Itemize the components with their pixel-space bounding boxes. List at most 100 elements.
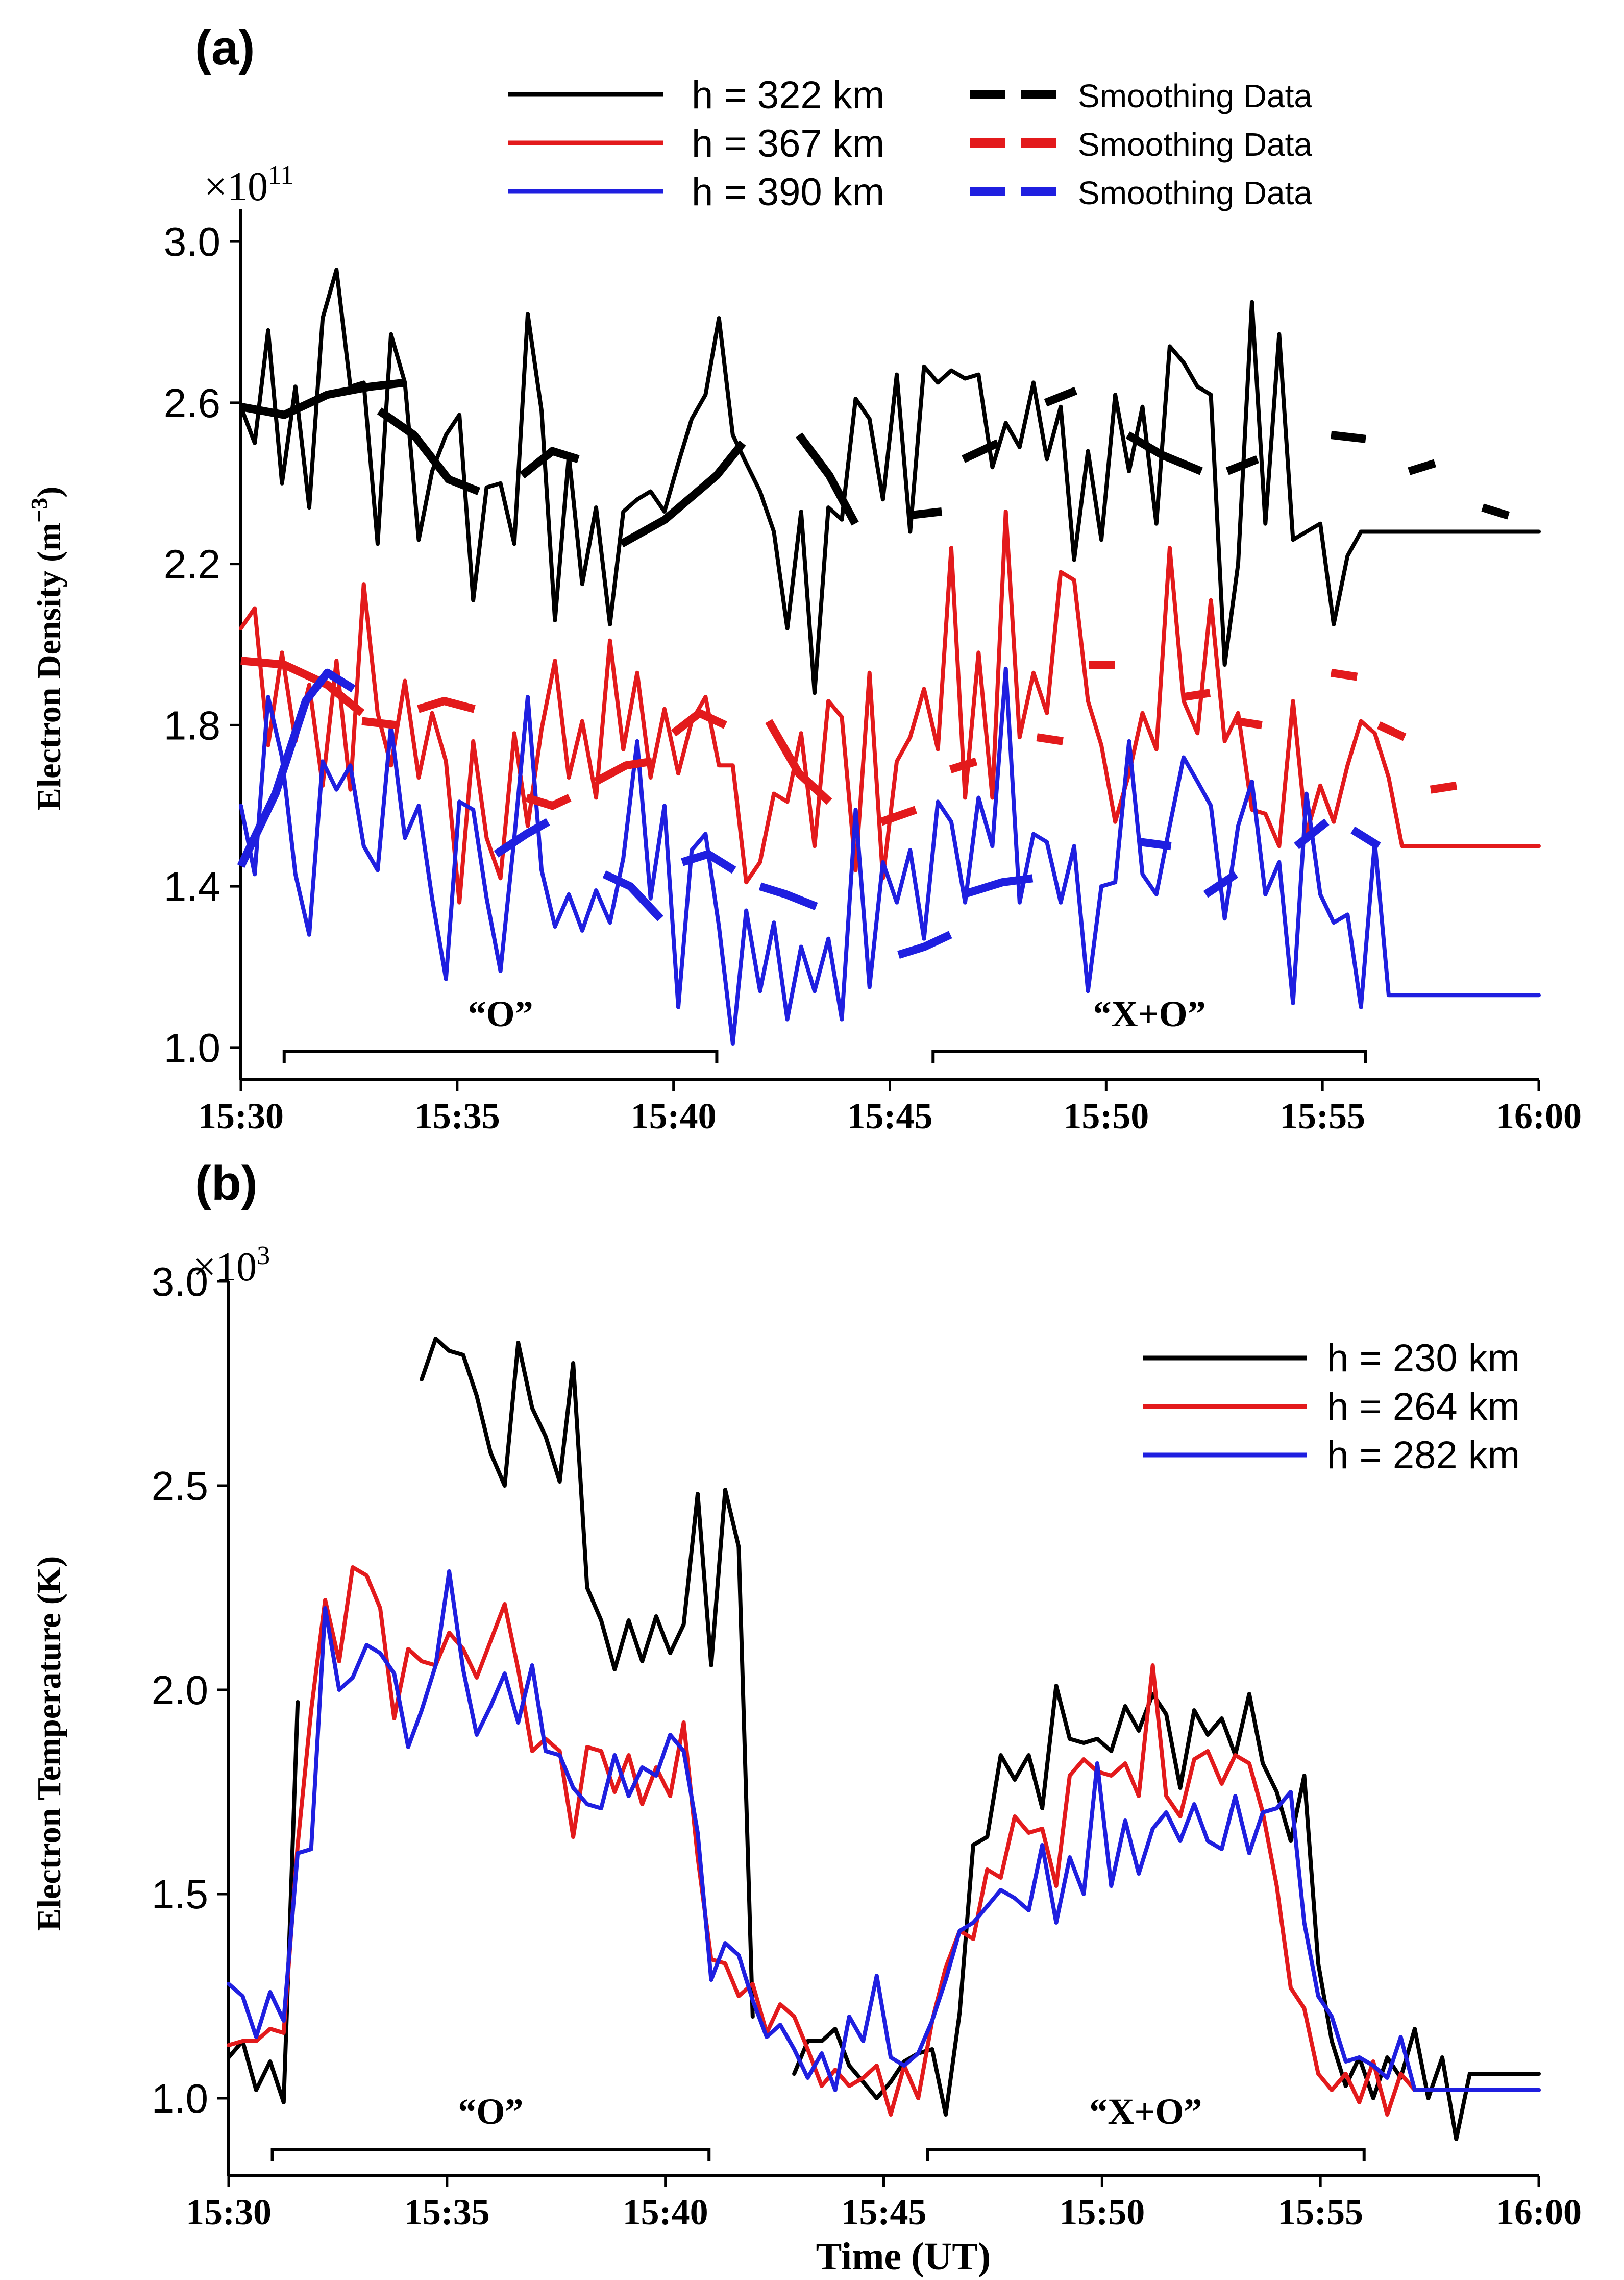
smoothing-segment-smoothing-data-367-km-14	[1377, 721, 1407, 741]
series-line-h-282-km	[227, 1569, 1541, 2092]
x-tick-label-b: 15:50	[1059, 2192, 1145, 2233]
panel-a-label: (a)	[195, 20, 255, 75]
smoothing-segment-smoothing-data-367-km-13	[1330, 668, 1358, 681]
smoothing-segment-smoothing-data-367-km-3	[525, 793, 572, 810]
smoothing-segment-smoothing-data-367-km-12	[1235, 717, 1263, 730]
x-axis-label: Time (UT)	[816, 2235, 991, 2278]
series-line-h-390-km	[239, 666, 1541, 1046]
legend-label-264: h = 264 km	[1327, 1385, 1520, 1428]
legend-label-322: h = 322 km	[692, 74, 884, 117]
y-tick-label-b: 2.5	[152, 1463, 208, 1509]
y-axis-label-b: Electron Temperature (K)	[31, 1556, 68, 1931]
panel-b-chart: (b) Electron Temperature (K) ×103 h = 23…	[31, 1156, 1582, 2233]
smoothing-segment-smoothing-data-367-km-11	[1183, 689, 1211, 701]
x-tick-label-b: 15:35	[404, 2192, 490, 2233]
legend-label-367: h = 367 km	[692, 122, 884, 165]
axes-b: 1.0 1.5 2.0 2.5 3.0 15:30 15:35 15:40 15:45 15:50…	[152, 1259, 1582, 2233]
panel-a-chart: (a) Electron Density (m−3) ×1011 h = 322…	[26, 20, 1582, 1136]
legend-label-230: h = 230 km	[1327, 1337, 1520, 1380]
smoothing-segment-smoothing-data-390-km-7	[1140, 838, 1172, 851]
smoothing-segment-smoothing-data-322-km-1	[377, 407, 481, 495]
x-tick-label-a: 15:50	[1063, 1096, 1149, 1136]
x-tick-label-a: 15:55	[1279, 1096, 1365, 1136]
smoothing-segment-smoothing-data-367-km-9	[1036, 733, 1064, 745]
x-tick-label-b: 15:30	[186, 2192, 272, 2233]
smoothing-segment-smoothing-data-367-km-6	[765, 719, 832, 805]
x-tick-label-a: 15:35	[414, 1096, 500, 1136]
annotation-bracket-a-0	[282, 1050, 719, 1063]
x-tick-label-a: 15:40	[631, 1096, 717, 1136]
smoothing-segment-smoothing-data-390-km-6	[962, 874, 1034, 899]
series-line-h-230-km-1	[420, 1337, 755, 2019]
annotation-bracket-b-1	[926, 2148, 1366, 2161]
y-tick-label-b: 2.0	[152, 1667, 208, 1713]
annotation-bracket-a-1	[931, 1050, 1367, 1063]
x-tick-label-b: 15:45	[841, 2192, 927, 2233]
smoothing-segment-smoothing-data-322-km-2	[520, 447, 580, 479]
y-tick-label-a: 1.4	[164, 864, 220, 909]
smoothing-segment-smoothing-data-322-km-4	[796, 432, 859, 526]
smoothing-segment-smoothing-data-390-km-1	[494, 818, 550, 858]
smoothing-segment-smoothing-data-367-km-15	[1430, 781, 1458, 794]
smoothing-segment-smoothing-data-322-km-10	[1331, 431, 1366, 443]
y-tick-label-b: 1.5	[152, 1872, 208, 1917]
series-line-h-322-km	[239, 268, 1541, 695]
smoothing-segment-smoothing-data-367-km-7	[879, 806, 918, 826]
smoothing-segment-smoothing-data-390-km-5	[897, 931, 952, 959]
series-b	[227, 1337, 1541, 2141]
annotation-label-b-1: “X+O”	[1089, 2091, 1202, 2132]
smoothing-segment-smoothing-data-367-km-0	[240, 657, 365, 716]
axes-a: 1.0 1.4 1.8 2.2 2.6 3.0 15:30 15:35 15:40 15:45 15…	[164, 209, 1582, 1136]
smoothing-segment-smoothing-data-367-km-2	[417, 697, 476, 713]
y-tick-label-a: 1.8	[164, 702, 220, 748]
x-tick-label-b: 16:00	[1496, 2192, 1582, 2233]
y-tick-label-a: 1.0	[164, 1025, 220, 1071]
legend-smoothing-322: Smoothing Data	[1078, 78, 1312, 114]
y-tick-label-b: 3.0	[152, 1259, 208, 1304]
legend-b: h = 230 km h = 264 km h = 282 km	[1143, 1337, 1520, 1477]
smoothing-segment-smoothing-data-390-km-10	[1350, 826, 1381, 850]
legend-smoothing-367: Smoothing Data	[1078, 126, 1312, 163]
smoothing-segment-smoothing-data-390-km-9	[1294, 818, 1330, 850]
legend-a: h = 322 km Smoothing Data h = 367 km Smo…	[508, 74, 1312, 214]
series-a	[237, 268, 1541, 1046]
smoothing-segment-smoothing-data-390-km-3	[681, 850, 736, 874]
smoothing-segment-smoothing-data-322-km-6	[962, 439, 1000, 463]
y-axis-label-a: Electron Density (m−3)	[26, 487, 68, 811]
smoothing-segment-smoothing-data-390-km-0	[237, 668, 356, 868]
annotations-a: “O” “X+O”	[282, 993, 1367, 1063]
x-tick-label-a: 16:00	[1496, 1096, 1582, 1136]
annotation-label-b-0: “O”	[458, 2091, 523, 2132]
panel-b-label: (b)	[195, 1156, 258, 1210]
legend-label-390: h = 390 km	[692, 171, 884, 214]
smoothing-segment-smoothing-data-322-km-0	[240, 378, 406, 419]
smoothing-segment-smoothing-data-322-km-7	[1044, 386, 1077, 407]
x-tick-label-b: 15:55	[1277, 2192, 1363, 2233]
smoothing-segment-smoothing-data-322-km-12	[1481, 503, 1510, 520]
annotation-label-a-0: “O”	[468, 993, 533, 1034]
y-tick-label-a: 2.2	[164, 542, 220, 587]
smoothing-segment-smoothing-data-322-km-3	[619, 440, 746, 548]
annotations-b: “O” “X+O”	[270, 2091, 1366, 2161]
smoothing-segment-smoothing-data-367-km-5	[671, 709, 727, 737]
smoothing-segment-smoothing-data-367-km-1	[361, 717, 398, 730]
smoothing-segment-smoothing-data-367-km-4	[594, 757, 653, 785]
series-line-h-264-km	[227, 1565, 1541, 2117]
legend-smoothing-390: Smoothing Data	[1078, 175, 1312, 211]
y-tick-label-a: 3.0	[164, 219, 220, 264]
y-tick-label-a: 2.6	[164, 380, 220, 426]
smoothing-segment-smoothing-data-367-km-8	[949, 757, 978, 773]
y-tick-label-b: 1.0	[152, 2076, 208, 2121]
annotation-bracket-b-0	[270, 2148, 711, 2161]
smoothing-segment-smoothing-data-390-km-2	[602, 870, 664, 921]
smoothing-segment-smoothing-data-322-km-8	[1125, 431, 1203, 475]
y-scale-factor-a: ×1011	[204, 161, 293, 209]
smoothing-segment-smoothing-data-390-km-8	[1203, 870, 1239, 898]
x-tick-label-b: 15:40	[623, 2192, 708, 2233]
x-tick-label-a: 15:45	[847, 1096, 933, 1136]
annotation-label-a-1: “X+O”	[1093, 993, 1206, 1034]
x-tick-label-a: 15:30	[198, 1096, 284, 1136]
smoothing-segment-smoothing-data-322-km-11	[1408, 459, 1436, 475]
legend-label-282: h = 282 km	[1327, 1434, 1520, 1477]
